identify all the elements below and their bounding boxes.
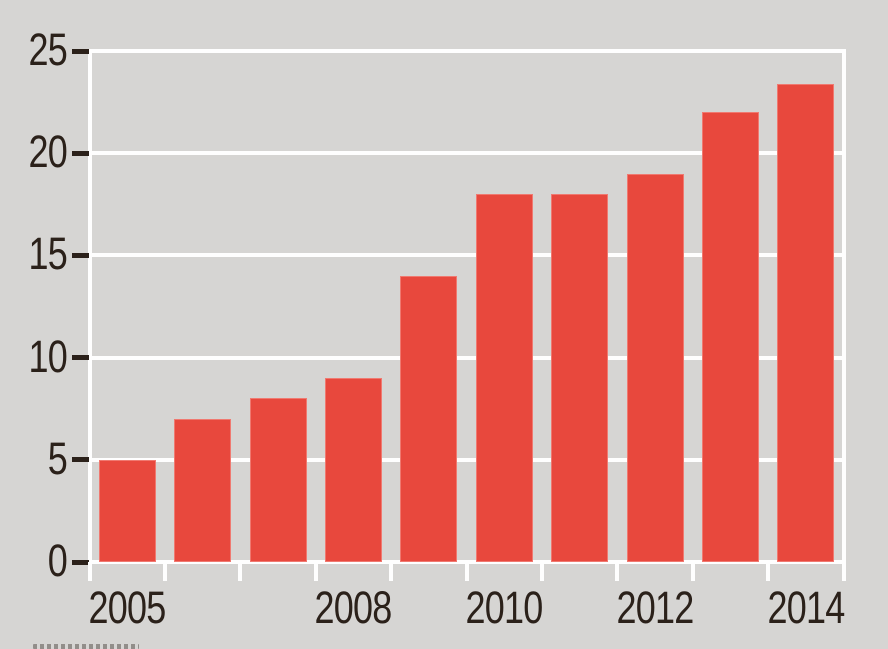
bar-2008 (324, 378, 382, 562)
x-tick-mark (238, 562, 243, 581)
bar-2007 (249, 398, 307, 562)
bar-2012 (626, 173, 684, 562)
y-gridline (88, 355, 846, 360)
x-tick-mark (389, 562, 394, 581)
bar-2006 (174, 418, 232, 562)
y-axis-label: 25 (28, 24, 68, 75)
x-axis-label: 2008 (314, 582, 393, 633)
bar-2011 (551, 194, 609, 562)
x-axis-label: 2012 (616, 582, 695, 633)
y-gridline (88, 49, 846, 53)
x-axis-label: 2005 (88, 582, 167, 633)
x-tick-mark (313, 562, 318, 581)
y-gridline (88, 457, 846, 462)
x-tick-mark (690, 562, 695, 581)
bar-2005 (98, 459, 156, 562)
x-axis-label: 2014 (767, 582, 845, 633)
plot-right-spine (841, 49, 846, 581)
x-tick-mark (87, 562, 92, 581)
y-gridline (88, 253, 846, 258)
bar-2013 (701, 112, 759, 562)
y-tick-mark (72, 150, 89, 156)
cropped-caption-fragment (33, 644, 139, 649)
y-axis-label: 5 (47, 432, 68, 484)
x-tick-mark (841, 562, 846, 581)
bar-2010 (475, 194, 533, 562)
y-axis-label: 10 (28, 330, 68, 382)
y-axis-label: 0 (47, 535, 68, 586)
y-tick-mark (72, 355, 89, 361)
x-axis-label: 2010 (465, 582, 544, 633)
y-tick-mark (72, 559, 89, 565)
y-tick-mark (72, 48, 89, 54)
y-axis-label: 20 (28, 126, 68, 178)
y-tick-mark (72, 252, 89, 258)
plot-left-spine (87, 49, 92, 581)
x-tick-mark (162, 562, 167, 581)
x-tick-mark (615, 562, 620, 581)
y-gridline (88, 151, 846, 156)
y-tick-mark (72, 457, 89, 463)
x-tick-mark (766, 562, 771, 581)
x-tick-mark (539, 562, 544, 581)
y-axis-label: 15 (28, 228, 68, 280)
x-tick-mark (464, 562, 469, 581)
bar-2009 (400, 275, 458, 562)
bar-2014 (777, 83, 835, 562)
